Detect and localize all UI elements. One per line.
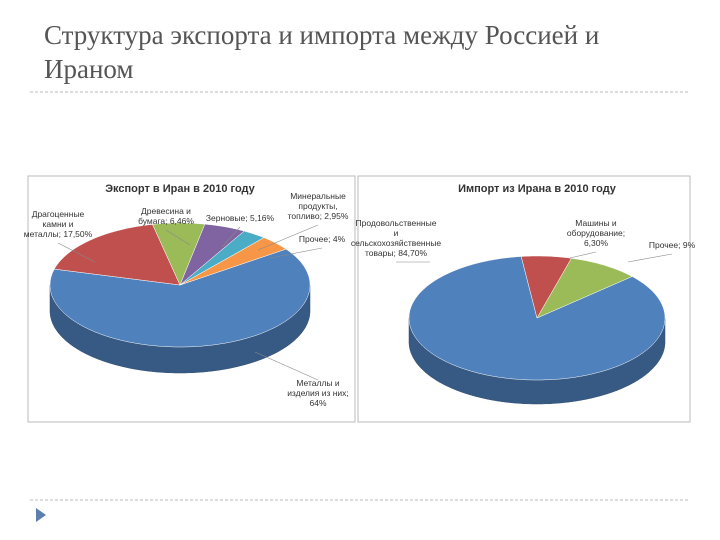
leader-line	[269, 247, 323, 259]
leader-line	[627, 253, 673, 263]
pie-slice	[53, 224, 181, 286]
data-label: Прочее; 9%	[649, 240, 696, 250]
slide-title: Структура экспорта и импорта между Росси…	[44, 20, 600, 84]
leader-line	[57, 242, 96, 263]
chart-title: Импорт из Ирана в 2010 году	[458, 183, 617, 195]
leader-line	[165, 229, 191, 246]
pie-slice	[49, 248, 311, 348]
leader-line	[569, 251, 597, 259]
bullet-icon	[36, 508, 46, 522]
chart-title: Экспорт в Иран в 2010 году	[105, 183, 255, 195]
data-label: Минеральные продукты, топливо; 2,95%	[288, 191, 349, 221]
pie-slice	[179, 223, 245, 286]
pie-slice	[179, 230, 265, 286]
data-label: Древесина и бумага; 6,46%	[138, 206, 194, 226]
data-label: Машины и оборудование; 6,30%	[567, 218, 625, 248]
pie-slice	[152, 222, 206, 286]
data-label: Прочее; 4%	[299, 234, 346, 244]
data-label: Драгоценные камни и металлы; 17,50%	[24, 209, 93, 239]
data-label: Металлы и изделия из них; 64%	[287, 378, 349, 408]
data-label: Продовольственные и сельскохозяйственные то…	[351, 218, 442, 258]
leader-line	[221, 226, 241, 248]
data-label: Зерновые; 5,16%	[206, 213, 275, 223]
pie-slice	[536, 258, 633, 319]
leader-line	[254, 351, 319, 381]
pie-slice	[520, 255, 572, 319]
leader-line	[257, 224, 319, 251]
